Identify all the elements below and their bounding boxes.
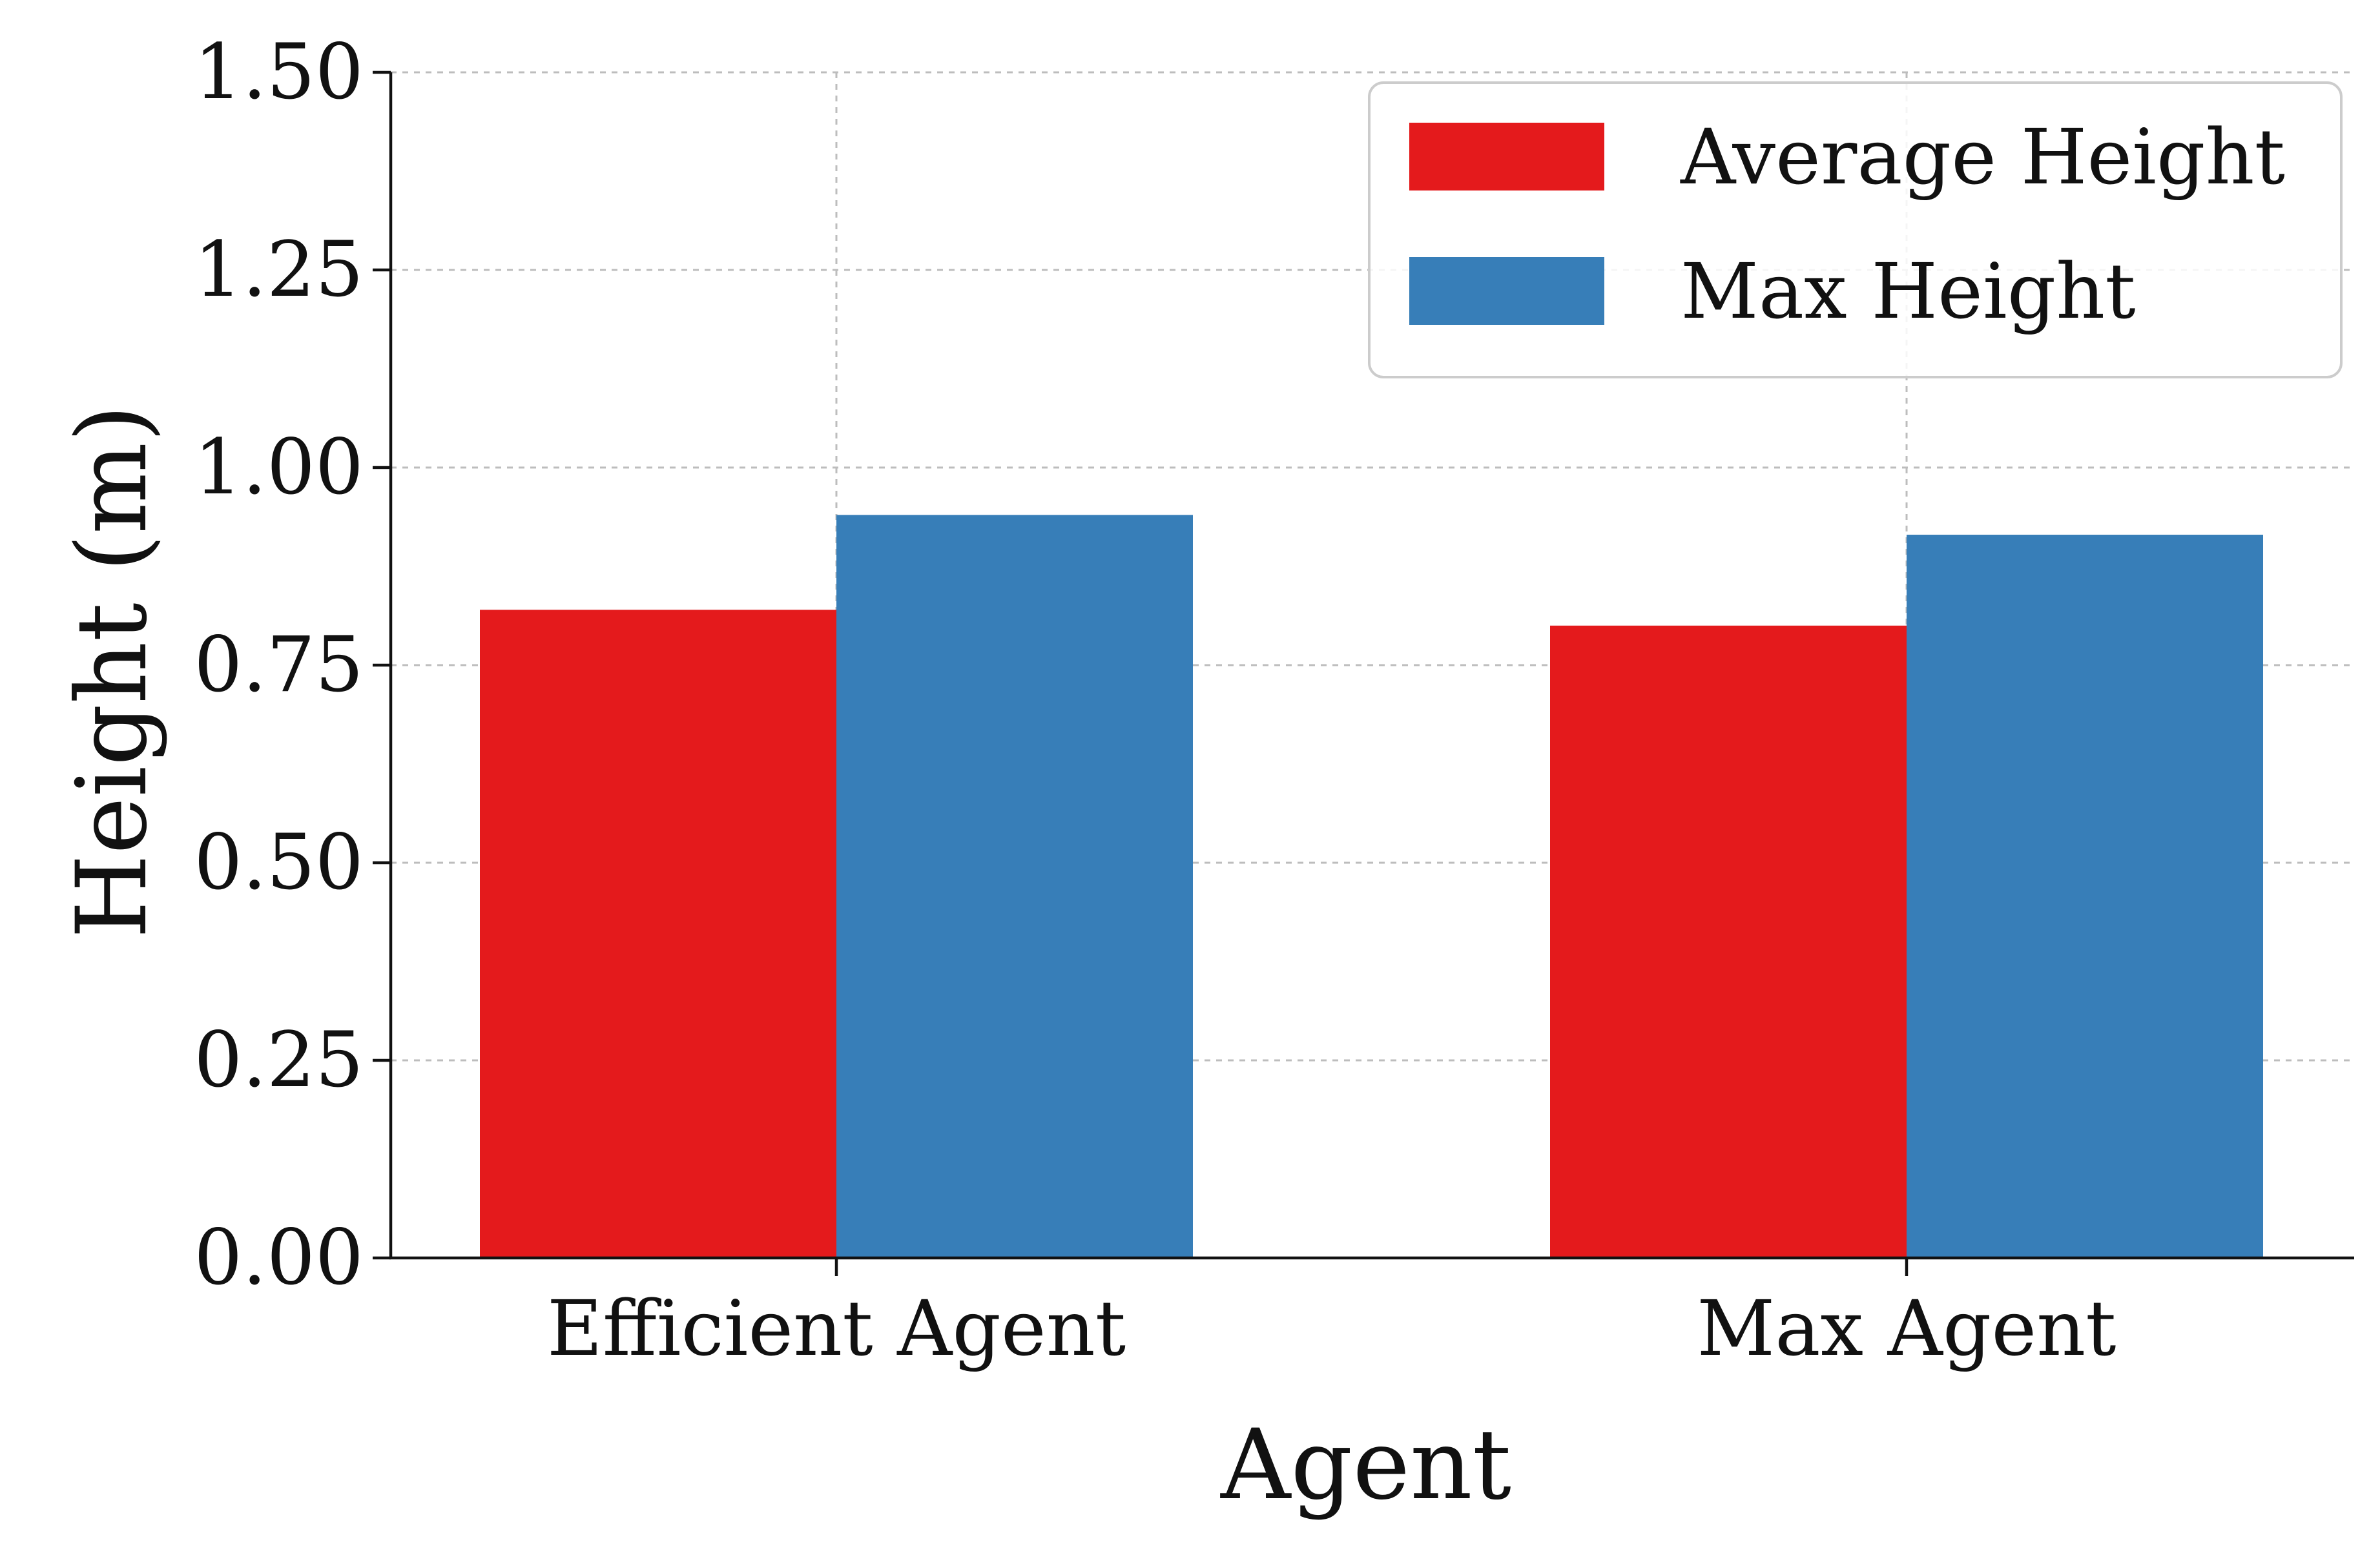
y-tick-label-6: 1.50 (194, 27, 364, 116)
y-tick-label-5: 1.25 (194, 225, 364, 314)
legend-label-max-height: Max Height (1681, 247, 2136, 336)
legend-items: Average Height Max Height (1409, 112, 2285, 336)
bar-average-height-efficient-agent (480, 610, 836, 1258)
bar-average-height-max-agent (1550, 625, 1907, 1258)
y-tick-label-2: 0.50 (194, 818, 364, 907)
x-axis-title: Agent (1220, 1409, 1511, 1521)
x-tick-label-0: Efficient Agent (547, 1284, 1126, 1373)
y-tick-label-4: 1.00 (194, 422, 364, 511)
bar-max-height-max-agent (1907, 535, 2263, 1258)
y-axis-title: Height (m) (56, 404, 169, 938)
bar-max-height-efficient-agent (836, 515, 1193, 1259)
y-tick-label-1: 0.25 (194, 1015, 364, 1104)
ticks-layer: 0.00 0.25 0.50 0.75 1.00 1.25 1.50 Efficient Ag… (194, 27, 2116, 1373)
legend: Average Height Max Height (1368, 81, 2343, 378)
bars-layer (480, 515, 2263, 1259)
legend-swatch-max-height (1409, 257, 1604, 325)
legend-frame (1368, 81, 2343, 378)
x-tick-label-1: Max Agent (1697, 1284, 2116, 1373)
y-tick-label-0: 0.00 (194, 1213, 364, 1302)
legend-swatch-average-height (1409, 123, 1604, 191)
legend-label-average-height: Average Height (1680, 112, 2285, 201)
y-tick-label-3: 0.75 (194, 620, 364, 709)
